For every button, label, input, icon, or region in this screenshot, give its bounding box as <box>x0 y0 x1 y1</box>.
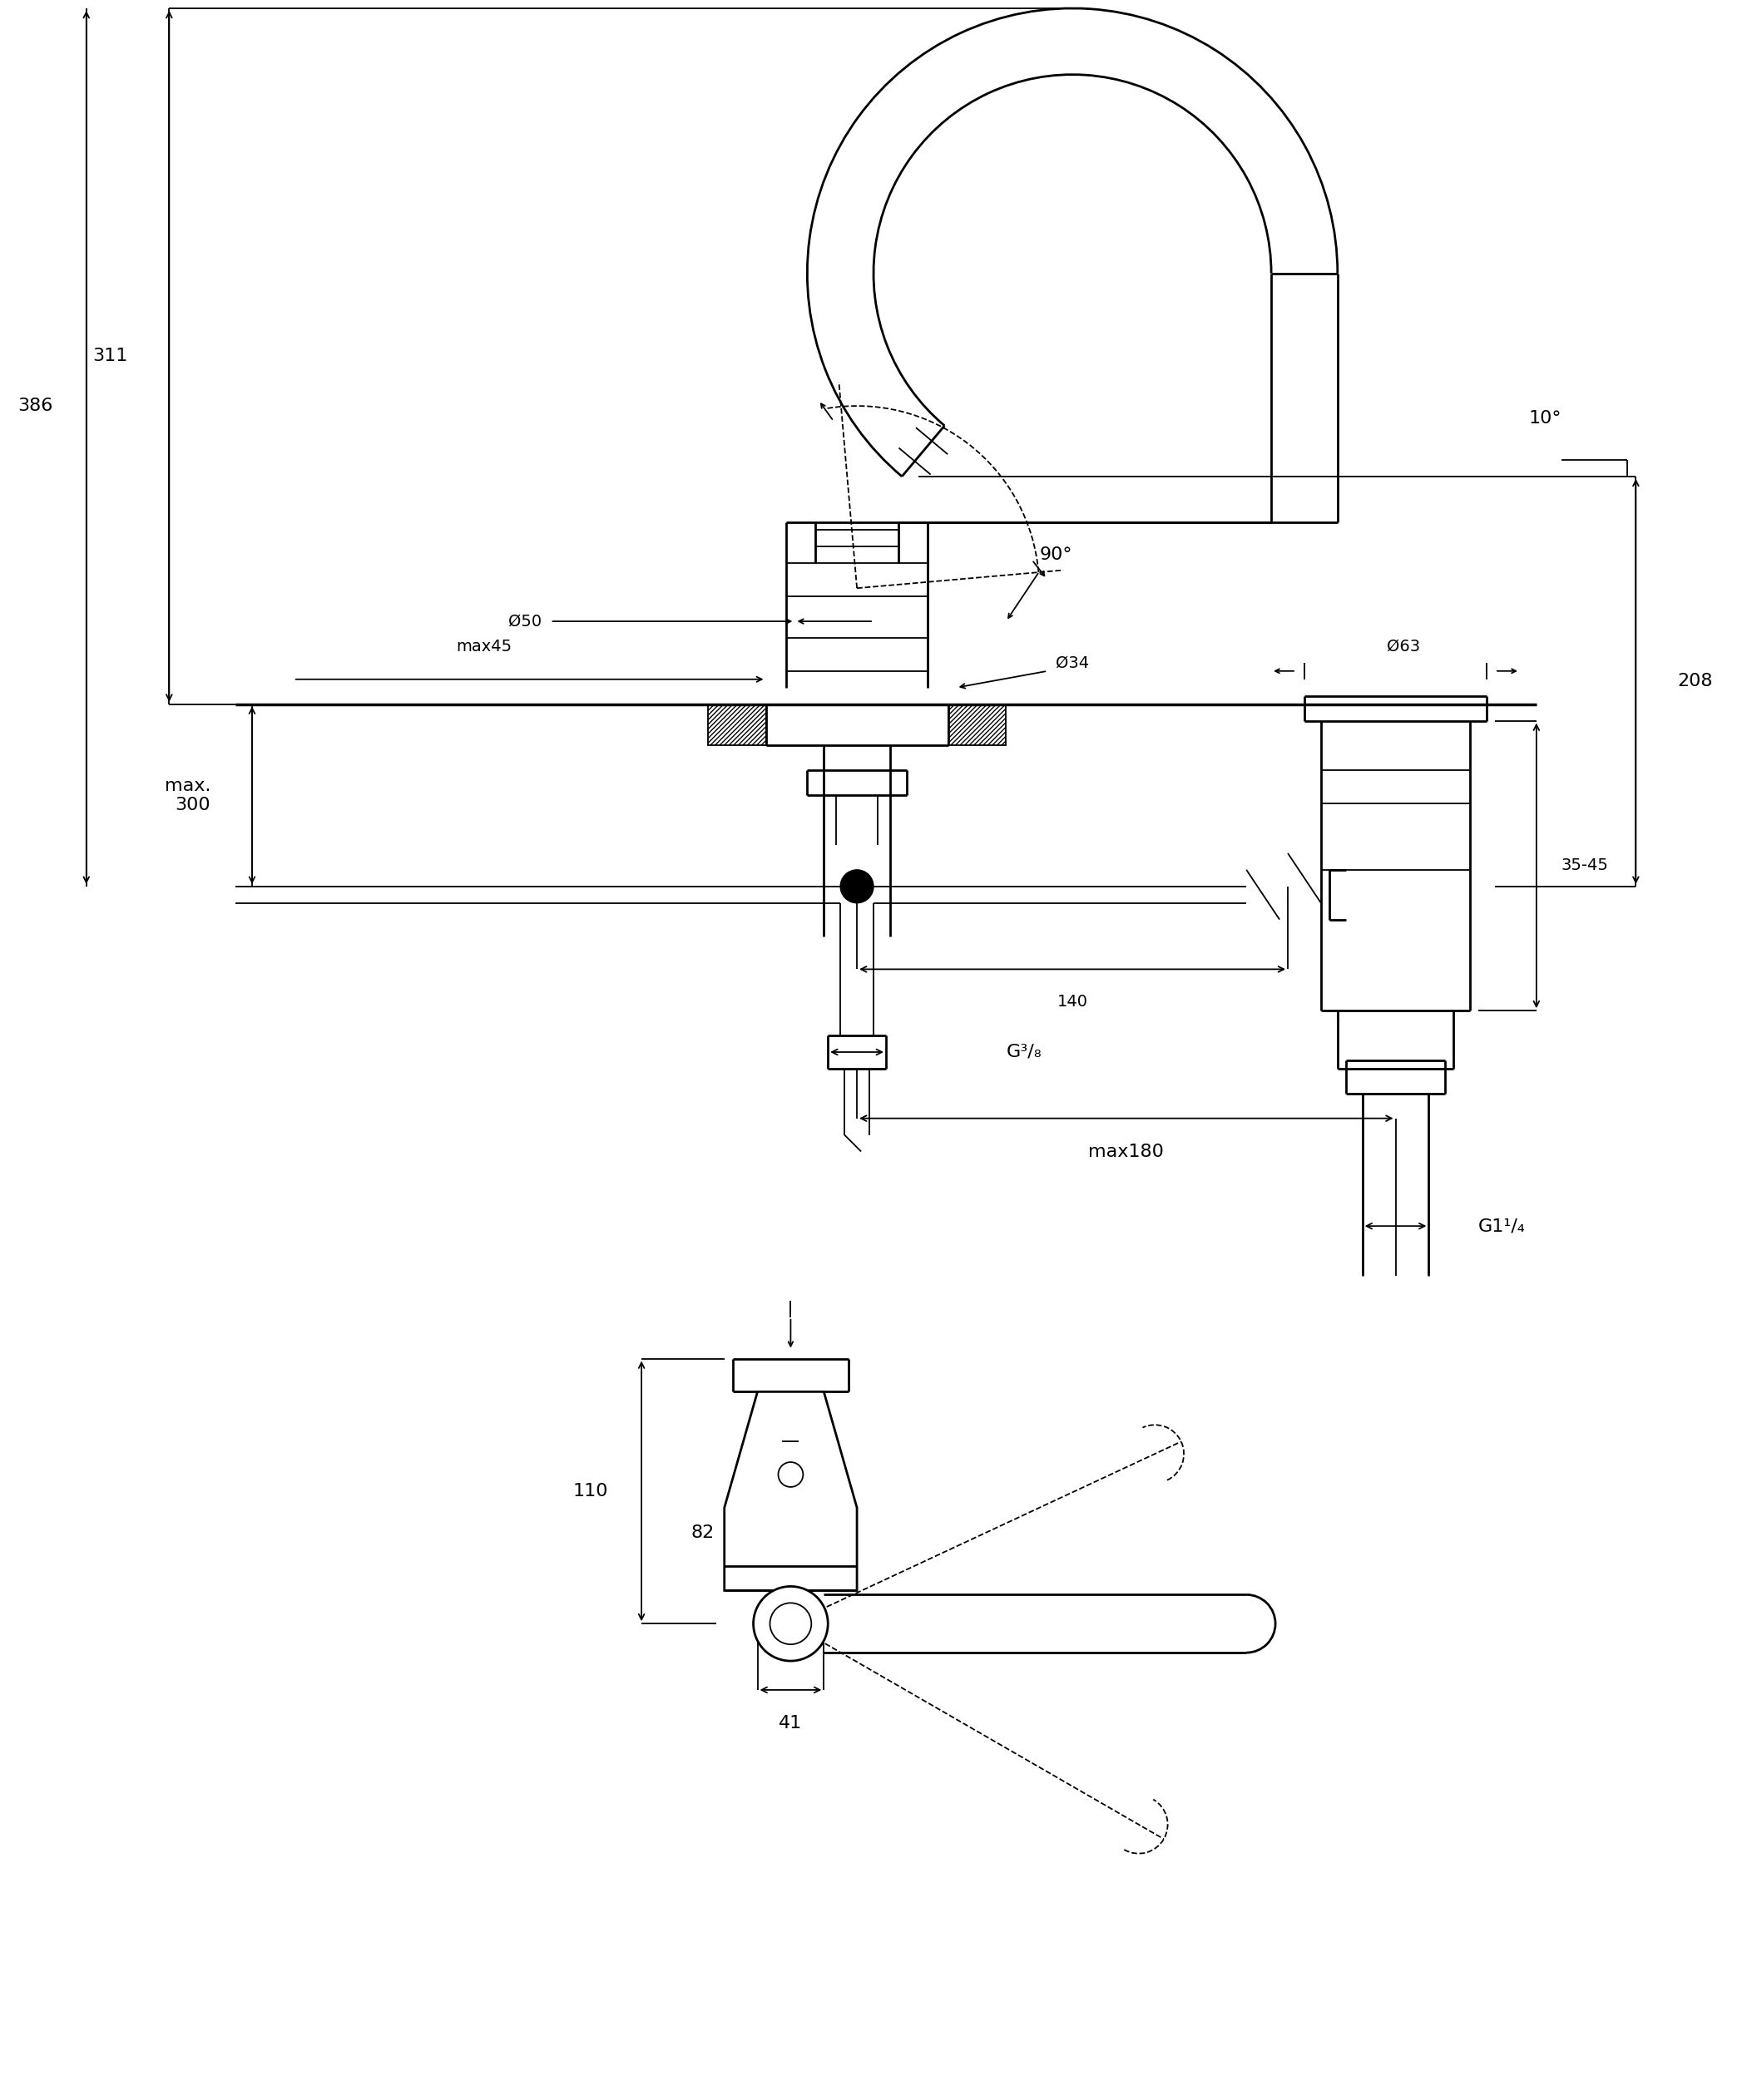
Text: 82: 82 <box>692 1525 715 1541</box>
Text: Ø63: Ø63 <box>1388 638 1421 655</box>
Circle shape <box>778 1462 802 1487</box>
Text: 140: 140 <box>1056 993 1088 1010</box>
Text: 10°: 10° <box>1528 410 1561 426</box>
Text: 90°: 90° <box>1039 546 1072 563</box>
Text: 386: 386 <box>18 397 53 414</box>
Polygon shape <box>724 1392 857 1590</box>
Text: G1¹/₄: G1¹/₄ <box>1479 1218 1526 1235</box>
Polygon shape <box>708 704 766 745</box>
Circle shape <box>841 869 874 903</box>
Text: 311: 311 <box>93 349 128 365</box>
Circle shape <box>769 1602 811 1644</box>
Text: 110: 110 <box>573 1483 608 1499</box>
Text: max.
300: max. 300 <box>165 777 210 813</box>
Polygon shape <box>948 704 1006 745</box>
Text: 35-45: 35-45 <box>1561 857 1608 874</box>
Text: max180: max180 <box>1088 1142 1163 1159</box>
Text: G³/₈: G³/₈ <box>1006 1044 1041 1060</box>
Text: Ø50: Ø50 <box>508 613 541 630</box>
Circle shape <box>753 1586 829 1661</box>
Text: Ø34: Ø34 <box>1056 655 1090 670</box>
Text: 208: 208 <box>1677 674 1713 689</box>
Text: 41: 41 <box>780 1716 802 1730</box>
Text: max45: max45 <box>456 638 512 655</box>
